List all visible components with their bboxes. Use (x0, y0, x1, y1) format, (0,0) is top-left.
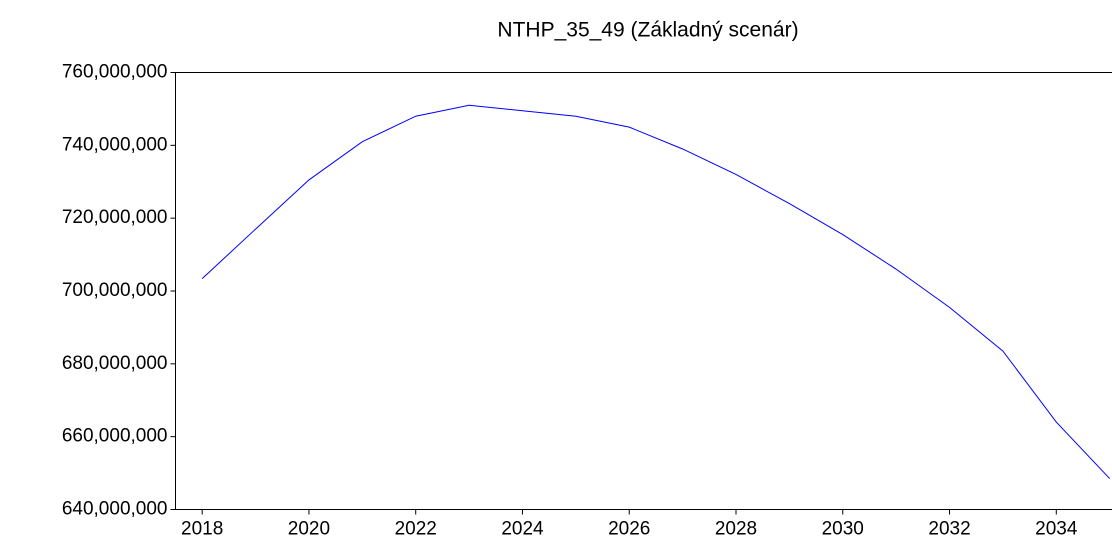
y-tick-label: 720,000,000 (62, 207, 168, 228)
y-tick-label: 640,000,000 (62, 499, 168, 520)
line-series (202, 105, 1109, 478)
x-tick-label: 2032 (928, 519, 970, 540)
y-tick-label: 700,000,000 (62, 280, 168, 301)
chart-title: NTHP_35_49 (Základný scenár) (497, 19, 798, 42)
x-tick-label: 2024 (501, 519, 544, 540)
x-tick-label: 2022 (395, 519, 437, 540)
x-tick-label: 2028 (715, 519, 757, 540)
x-tick-label: 2018 (181, 519, 223, 540)
y-tick-label: 680,000,000 (62, 353, 168, 374)
x-tick-label: 2026 (608, 519, 650, 540)
plot-frame (176, 73, 1112, 510)
y-tick-label: 760,000,000 (62, 62, 168, 83)
y-tick-label: 740,000,000 (62, 134, 168, 155)
x-tick-label: 2020 (288, 519, 330, 540)
y-tick-label: 660,000,000 (62, 426, 168, 447)
x-tick-label: 2030 (822, 519, 864, 540)
x-tick-label: 2034 (1035, 519, 1078, 540)
